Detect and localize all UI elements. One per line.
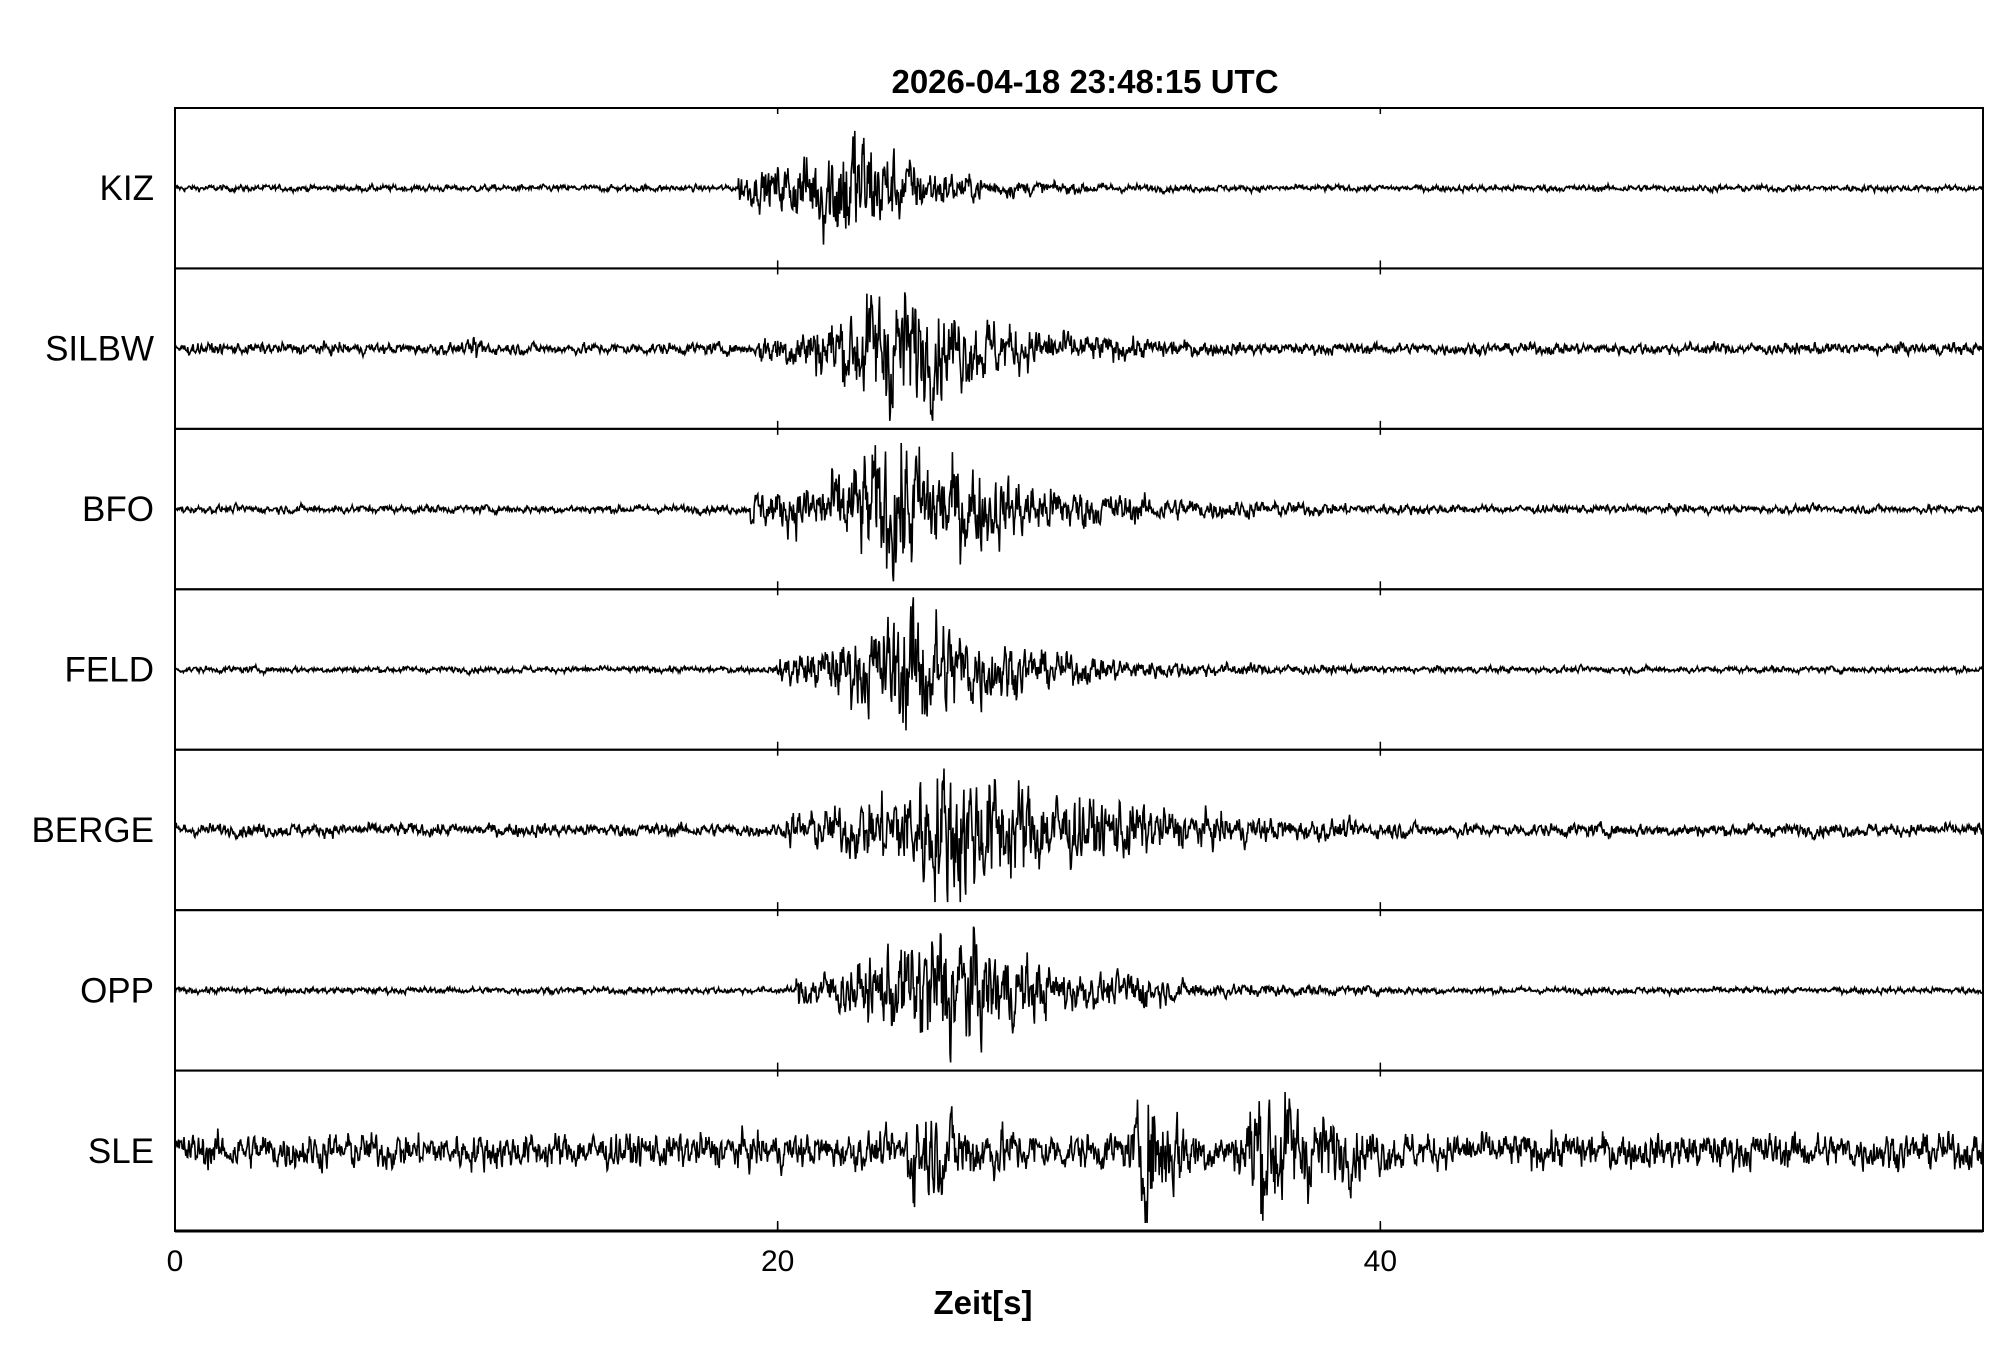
station-label: BFO	[82, 490, 154, 529]
station-label: OPP	[80, 971, 154, 1010]
waveform-sle	[174, 1091, 1984, 1224]
x-tick-label: 20	[761, 1245, 794, 1278]
trace-panel-feld: FELD	[65, 588, 1984, 751]
trace-panel-opp: OPP	[80, 909, 1984, 1072]
station-label: SILBW	[45, 330, 154, 369]
chart-title: 2026-04-18 23:48:15 UTC	[891, 63, 1278, 100]
waveform-berge	[174, 768, 1984, 903]
station-label: BERGE	[31, 811, 154, 850]
trace-panel-bfo: BFO	[82, 427, 1984, 591]
x-axis: 0 20 40	[167, 1221, 1983, 1278]
waveform-feld	[174, 597, 1984, 731]
x-tick-label: 40	[1364, 1245, 1397, 1278]
station-label: KIZ	[100, 169, 154, 208]
trace-panel-kiz: KIZ	[100, 107, 1984, 270]
waveform-bfo	[174, 442, 1984, 582]
station-label: SLE	[88, 1132, 154, 1171]
waveform-kiz	[174, 130, 1984, 245]
trace-panels: KIZ SILBW BFO FELD BERGE OPP SLE	[31, 107, 1984, 1232]
x-tick-label: 0	[167, 1245, 184, 1278]
station-label: FELD	[65, 651, 154, 690]
waveform-silbw	[174, 292, 1984, 421]
waveform-opp	[174, 926, 1984, 1063]
x-axis-label: Zeit[s]	[934, 1284, 1033, 1321]
trace-panel-berge: BERGE	[31, 748, 1984, 912]
trace-panel-silbw: SILBW	[45, 267, 1984, 430]
trace-panel-sle: SLE	[88, 1069, 1984, 1232]
